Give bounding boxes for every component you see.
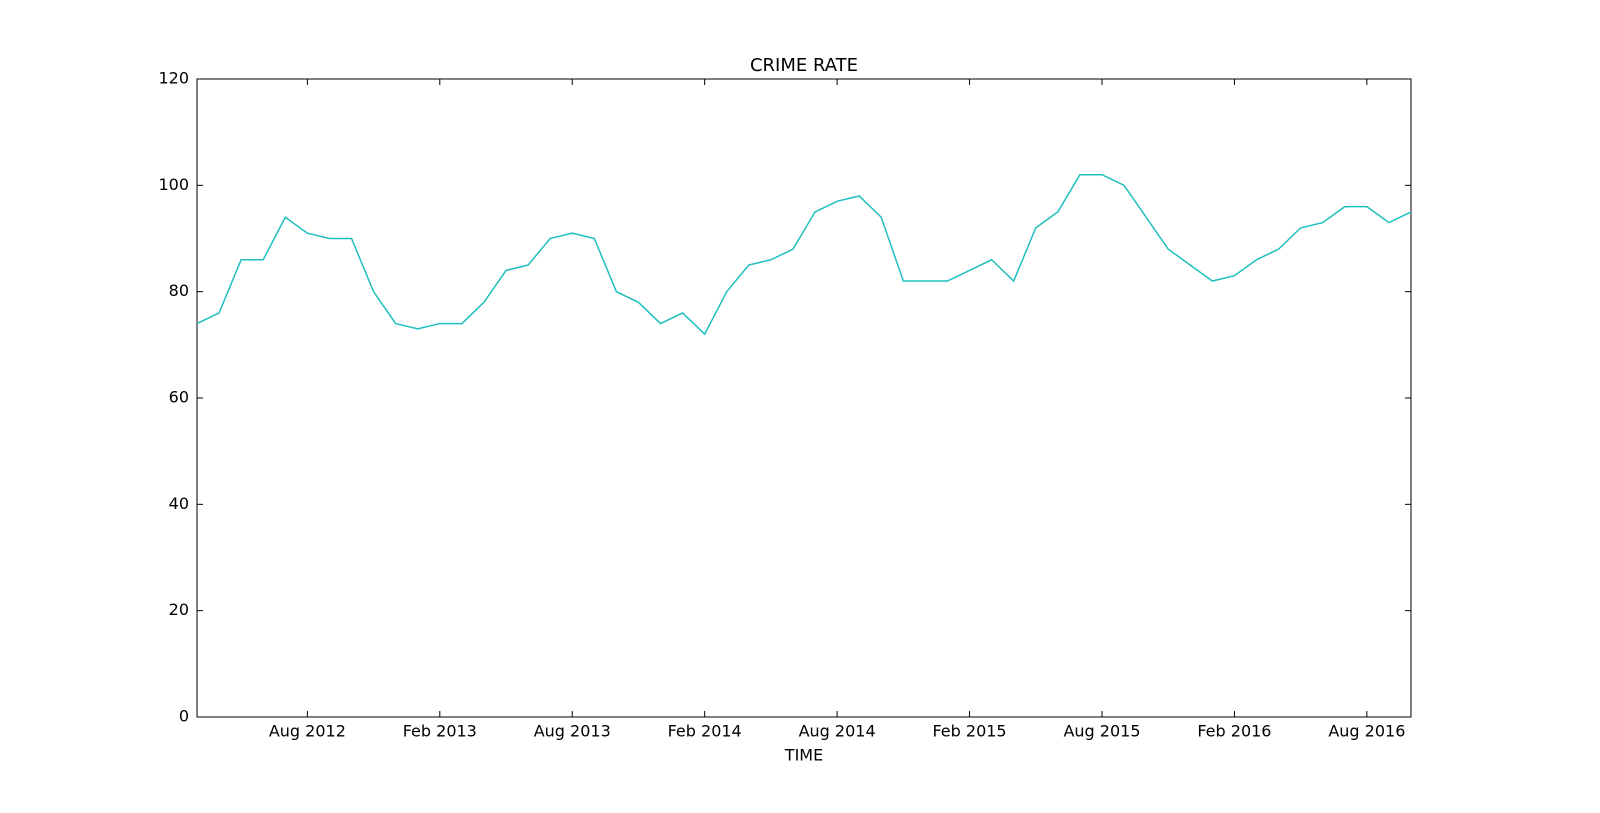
- y-tick-label: 120: [158, 69, 189, 88]
- x-tick-label: Feb 2015: [932, 722, 1006, 741]
- x-tick-label: Feb 2016: [1197, 722, 1271, 741]
- y-tick-label: 0: [179, 707, 189, 726]
- x-tick-label: Feb 2014: [668, 722, 742, 741]
- y-tick-label: 100: [158, 175, 189, 194]
- chart-title: CRIME RATE: [750, 55, 858, 76]
- x-tick-label: Feb 2013: [403, 722, 477, 741]
- x-tick-label: Aug 2012: [269, 722, 346, 741]
- y-tick-label: 80: [169, 281, 189, 300]
- x-tick-label: Aug 2016: [1328, 722, 1405, 741]
- y-tick-label: 40: [169, 494, 189, 513]
- x-tick-label: Aug 2013: [534, 722, 611, 741]
- x-axis-label: TIME: [784, 746, 823, 765]
- y-tick-label: 60: [169, 388, 189, 407]
- x-tick-label: Aug 2014: [799, 722, 876, 741]
- plot-frame: [196, 78, 1412, 718]
- data-line: [196, 173, 1412, 336]
- y-tick-label: 20: [169, 600, 189, 619]
- x-tick-label: Aug 2015: [1063, 722, 1140, 741]
